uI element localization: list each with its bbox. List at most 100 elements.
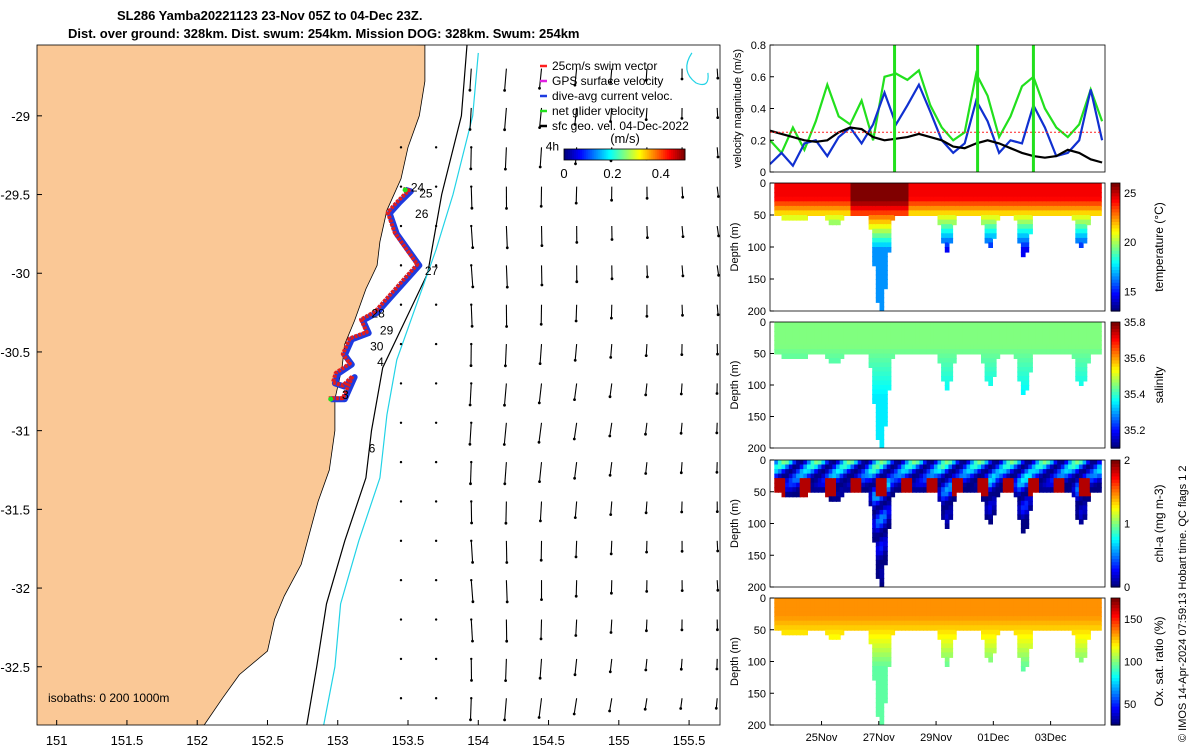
section-cell xyxy=(1039,469,1044,475)
section-cell xyxy=(1006,460,1012,466)
section-cell xyxy=(1057,469,1062,475)
section-cell xyxy=(944,335,950,341)
section-cell xyxy=(955,201,961,207)
section-cell xyxy=(919,616,925,622)
section-cell xyxy=(1017,478,1022,484)
section-cell xyxy=(875,389,881,395)
section-cell xyxy=(846,602,852,608)
section-cell xyxy=(817,192,823,198)
section-colorbar-segment xyxy=(1111,189,1120,194)
section-cell xyxy=(970,460,975,466)
section-cell xyxy=(981,349,986,355)
section-cell xyxy=(926,183,932,189)
section-cell xyxy=(1010,326,1015,332)
section-cell xyxy=(879,205,885,212)
section-cell xyxy=(977,335,983,341)
section-cell xyxy=(825,482,830,489)
section-cell xyxy=(850,598,856,604)
section-cell xyxy=(944,344,950,350)
geo-arrowhead xyxy=(573,83,577,87)
section-cell xyxy=(1024,326,1030,332)
section-cell xyxy=(1089,598,1095,604)
section-cell xyxy=(843,469,848,475)
section-cell xyxy=(872,380,877,386)
section-cell xyxy=(821,469,827,475)
section-cell xyxy=(897,192,903,198)
section-cell xyxy=(785,205,790,212)
section-cell xyxy=(1049,620,1055,627)
section-cell xyxy=(1017,473,1022,480)
section-cell xyxy=(875,421,881,427)
section-cell xyxy=(1075,491,1080,498)
section-cell xyxy=(1078,362,1084,368)
geo-arrowhead xyxy=(502,443,506,446)
section-cell xyxy=(930,482,935,489)
section-cell xyxy=(988,598,993,604)
colorbar-segment xyxy=(654,149,658,160)
geo-arrowhead xyxy=(574,319,578,323)
geo-arrow xyxy=(716,186,719,197)
section-cell xyxy=(1086,620,1091,627)
section-cell xyxy=(999,210,1004,216)
section-cell xyxy=(973,196,979,203)
section-cell xyxy=(1082,652,1088,658)
section-cell xyxy=(1060,201,1066,207)
section-cell xyxy=(984,598,990,604)
section-cell xyxy=(908,487,914,493)
section-cell xyxy=(948,215,954,221)
section-cell xyxy=(1017,335,1022,341)
section-cell xyxy=(839,598,845,604)
section-cell xyxy=(1020,478,1026,484)
section-cell xyxy=(883,256,888,262)
section-cell xyxy=(792,322,798,328)
section-cell xyxy=(962,460,968,466)
section-cell xyxy=(799,598,805,604)
section-cell xyxy=(944,183,950,189)
section-cell xyxy=(977,473,983,480)
section-cell xyxy=(883,353,888,359)
section-cell xyxy=(919,469,925,475)
colorbar-segment xyxy=(628,149,632,160)
section-cell xyxy=(886,380,892,386)
section-cell xyxy=(999,344,1004,350)
section-cell xyxy=(995,210,1001,216)
section-cell xyxy=(988,380,993,386)
geo-arrowhead xyxy=(716,76,720,80)
section-cell xyxy=(933,602,939,608)
section-cell xyxy=(1006,598,1012,604)
section-cell xyxy=(915,183,921,189)
section-cell xyxy=(904,478,910,484)
section-cell xyxy=(962,598,968,604)
section-cell xyxy=(1042,349,1048,355)
section-cell xyxy=(912,602,917,608)
geo-arrow xyxy=(539,658,543,679)
section-cell xyxy=(875,478,881,484)
section-cell xyxy=(868,326,874,332)
section-colorbar-segment xyxy=(1111,520,1120,525)
section-cell xyxy=(850,482,856,489)
section-cell xyxy=(1020,349,1026,355)
section-cell xyxy=(937,625,943,631)
section-cell xyxy=(944,326,950,332)
section-cell xyxy=(952,634,957,640)
geo-dot xyxy=(399,657,403,661)
section-cell xyxy=(912,616,917,622)
section-cell xyxy=(875,353,881,359)
section-cell xyxy=(872,657,877,663)
section-cell xyxy=(875,711,881,717)
section-cell xyxy=(886,335,892,341)
section-cell xyxy=(879,376,885,382)
section-cell xyxy=(788,335,794,341)
section-cell xyxy=(999,482,1004,489)
section-cell xyxy=(846,625,852,631)
section-cell xyxy=(825,201,830,207)
section-cell xyxy=(977,205,983,212)
section-cell xyxy=(1002,620,1008,627)
section-cell xyxy=(995,340,1001,346)
section-cell xyxy=(970,344,975,350)
section-cell xyxy=(872,482,877,489)
geo-arrowhead xyxy=(539,204,543,208)
section-cell xyxy=(879,473,885,480)
section-colorbar-segment xyxy=(1111,441,1120,446)
section-cell xyxy=(959,598,964,604)
